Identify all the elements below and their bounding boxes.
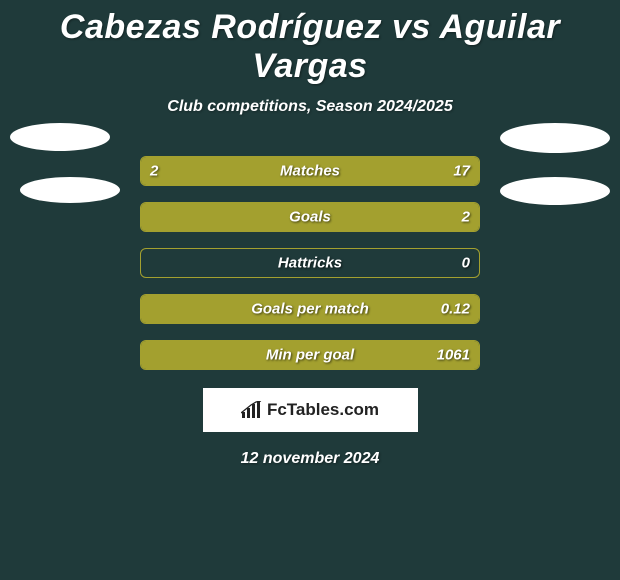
date-text: 12 november 2024 bbox=[0, 450, 620, 468]
player-right-avatar-shadow bbox=[500, 177, 610, 205]
brand-label: FcTables.com bbox=[241, 400, 379, 420]
bar-value-right: 1061 bbox=[437, 347, 470, 364]
subtitle: Club competitions, Season 2024/2025 bbox=[0, 98, 620, 116]
bar-value-right: 2 bbox=[462, 209, 470, 226]
player-left-avatar bbox=[10, 123, 110, 151]
page-title: Cabezas Rodríguez vs Aguilar Vargas bbox=[0, 0, 620, 86]
bar-label: Hattricks bbox=[278, 255, 342, 272]
brand-text: FcTables.com bbox=[267, 400, 379, 420]
stat-row: Goals per match 0.12 bbox=[140, 294, 480, 324]
stat-row: Hattricks 0 bbox=[140, 248, 480, 278]
bar-label: Goals per match bbox=[251, 301, 369, 318]
player-left-avatar-shadow bbox=[20, 177, 120, 203]
bar-value-left: 2 bbox=[150, 163, 158, 180]
stat-row: 2 Matches 17 bbox=[140, 156, 480, 186]
bar-value-right: 17 bbox=[453, 163, 470, 180]
bar-right-fill bbox=[202, 157, 479, 185]
brand-box: FcTables.com bbox=[203, 388, 418, 432]
bar-label: Matches bbox=[280, 163, 340, 180]
stats-bars: 2 Matches 17 Goals 2 Hattricks 0 Goals per matc… bbox=[140, 156, 480, 370]
bar-value-right: 0.12 bbox=[441, 301, 470, 318]
stat-row: Min per goal 1061 bbox=[140, 340, 480, 370]
bar-label: Goals bbox=[289, 209, 331, 226]
bar-label: Min per goal bbox=[266, 347, 354, 364]
stat-row: Goals 2 bbox=[140, 202, 480, 232]
player-right-avatar bbox=[500, 123, 610, 153]
chart-icon bbox=[241, 401, 263, 419]
bar-value-right: 0 bbox=[462, 255, 470, 272]
